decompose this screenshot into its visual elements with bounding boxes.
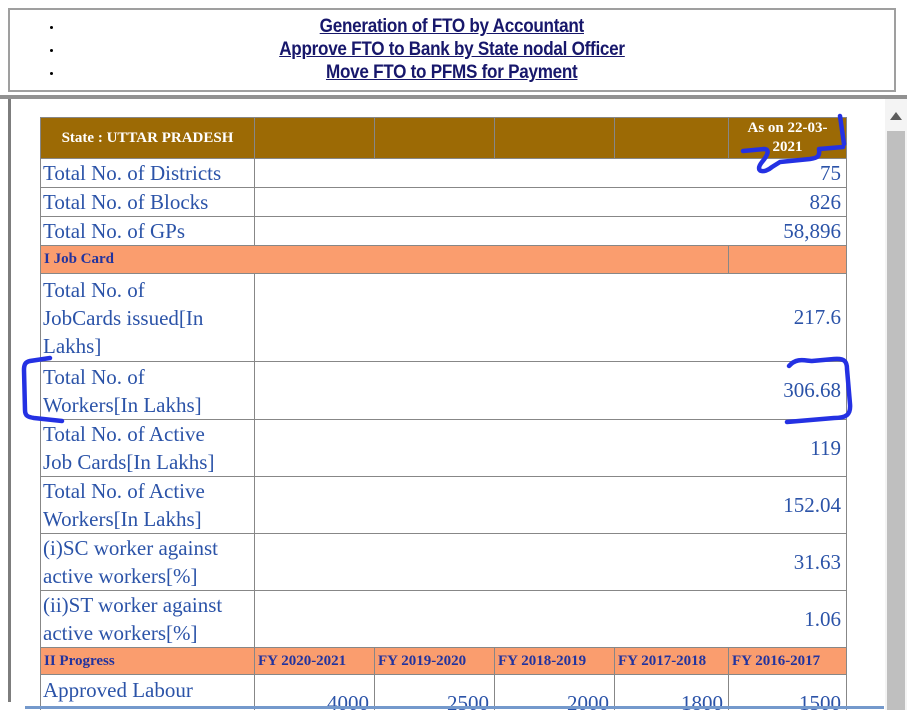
header-empty-cell (254, 117, 375, 159)
scrollbar-thumb[interactable] (887, 131, 905, 710)
section-title: I Job Card (40, 245, 729, 274)
bullet-icon (50, 26, 53, 29)
fy-header: FY 2017-2018 (614, 647, 729, 675)
fy-header: FY 2020-2021 (254, 647, 375, 675)
table-row-st-workers: (ii)ST worker against active workers[%] … (40, 590, 847, 648)
section-title: II Progress (40, 647, 255, 675)
row-value: 306.68 (254, 361, 847, 420)
link-generation-fto[interactable]: Generation of FTO by Accountant (319, 16, 585, 37)
link-move-fto[interactable]: Move FTO to PFMS for Payment (326, 62, 578, 83)
vertical-scrollbar[interactable] (885, 99, 907, 710)
fy-header: FY 2016-2017 (728, 647, 847, 675)
state-header-cell: State : UTTAR PRADESH (40, 117, 255, 159)
window-bottom-edge (25, 706, 884, 709)
row-label: Approved Labour Budget[In Lakhs] (40, 674, 255, 710)
row-label: Total No. of JobCards issued[In Lakhs] (40, 273, 255, 362)
row-label: Total No. of GPs (40, 216, 255, 246)
link-approve-fto[interactable]: Approve FTO to Bank by State nodal Offic… (279, 39, 625, 60)
section-header-progress: II Progress FY 2020-2021 FY 2019-2020 FY… (40, 647, 847, 675)
scroll-up-icon (890, 112, 902, 120)
row-value: 1.06 (254, 590, 847, 648)
row-label: (i)SC worker against active workers[%] (40, 533, 255, 591)
row-label: (ii)ST worker against active workers[%] (40, 590, 255, 648)
row-label: Total No. of Active Job Cards[In Lakhs] (40, 419, 255, 477)
row-value-fy2018: 2000 (494, 674, 615, 710)
row-value: 152.04 (254, 476, 847, 534)
header-empty-cell (614, 117, 729, 159)
row-label: Total No. of Active Workers[In Lakhs] (40, 476, 255, 534)
row-value-fy2017: 1800 (614, 674, 729, 710)
row-label: Total No. of Workers[In Lakhs] (40, 361, 255, 420)
row-value-fy2016: 1500 (728, 674, 847, 710)
state-report-table: State : UTTAR PRADESH As on 22-03-2021 T… (40, 117, 847, 710)
header-empty-cell (374, 117, 495, 159)
section-header-job-card: I Job Card (40, 245, 847, 274)
link-item: Approve FTO to Bank by State nodal Offic… (10, 38, 894, 61)
fy-header: FY 2018-2019 (494, 647, 615, 675)
table-row-approved-labour-budget: Approved Labour Budget[In Lakhs] 4000 25… (40, 674, 847, 710)
table-row-sc-workers: (i)SC worker against active workers[%] 3… (40, 533, 847, 591)
row-label: Total No. of Districts (40, 158, 255, 188)
row-value: 31.63 (254, 533, 847, 591)
scroll-up-button[interactable] (885, 105, 907, 127)
row-label: Total No. of Blocks (40, 187, 255, 217)
row-value: 119 (254, 419, 847, 477)
row-value-fy2019: 2500 (374, 674, 495, 710)
fto-links-panel: Generation of FTO by Accountant Approve … (8, 8, 896, 92)
table-row-total-workers: Total No. of Workers[In Lakhs] 306.68 (40, 361, 847, 420)
fy-header: FY 2019-2020 (374, 647, 495, 675)
section-empty-cell (728, 245, 847, 274)
bullet-icon (50, 49, 53, 52)
row-value-fy2020: 4000 (254, 674, 375, 710)
table-row-active-workers: Total No. of Active Workers[In Lakhs] 15… (40, 476, 847, 534)
bullet-icon (50, 72, 53, 75)
table-row-districts: Total No. of Districts 75 (40, 158, 847, 188)
link-item: Generation of FTO by Accountant (10, 15, 894, 38)
table-header-row: State : UTTAR PRADESH As on 22-03-2021 (40, 117, 847, 159)
header-empty-cell (494, 117, 615, 159)
row-value: 58,896 (254, 216, 847, 246)
table-row-gps: Total No. of GPs 58,896 (40, 216, 847, 246)
row-value: 826 (254, 187, 847, 217)
link-item: Move FTO to PFMS for Payment (10, 61, 894, 84)
frame-left-border (8, 99, 11, 702)
table-row-jobcards-issued: Total No. of JobCards issued[In Lakhs] 2… (40, 273, 847, 362)
row-value: 217.6 (254, 273, 847, 362)
table-row-blocks: Total No. of Blocks 826 (40, 187, 847, 217)
frame-top-border (0, 95, 907, 99)
as-on-date-cell: As on 22-03-2021 (728, 117, 847, 159)
table-row-active-job-cards: Total No. of Active Job Cards[In Lakhs] … (40, 419, 847, 477)
row-value: 75 (254, 158, 847, 188)
